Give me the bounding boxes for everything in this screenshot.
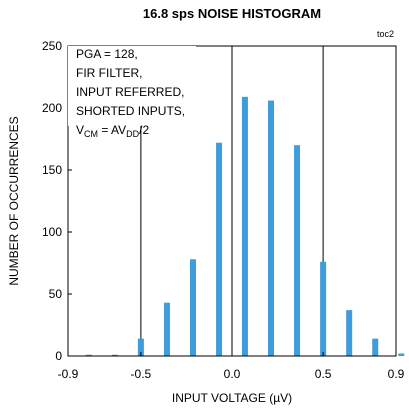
- x-tick-label: -0.5: [131, 367, 152, 381]
- annotation-vcm-line: VCM = AVDD/2: [76, 123, 149, 139]
- histogram-bar: [398, 353, 405, 356]
- vcm-sub: CM: [84, 129, 98, 139]
- histogram-bar: [294, 145, 301, 356]
- y-tick-label: 200: [42, 101, 62, 115]
- histogram-bar: [190, 259, 197, 356]
- vdd-sub: DD: [126, 129, 139, 139]
- histogram-bars: [85, 96, 405, 356]
- annotation-line-1: PGA = 128,: [76, 47, 138, 61]
- annotation-line-3: INPUT REFERRED,: [76, 85, 184, 99]
- vcm-v: V: [76, 123, 84, 137]
- annotation-line-2: FIR FILTER,: [76, 66, 142, 80]
- vcm-tail: /2: [139, 123, 149, 137]
- histogram-bar: [163, 302, 170, 356]
- x-axis-label: INPUT VOLTAGE (µV): [172, 391, 292, 405]
- y-tick-label: 50: [49, 287, 63, 301]
- histogram-bar: [372, 338, 379, 356]
- histogram-bar: [111, 354, 118, 356]
- conditions-annotation: PGA = 128, FIR FILTER, INPUT REFERRED, S…: [76, 47, 185, 139]
- x-tick-label: 0.5: [315, 367, 332, 381]
- x-tick-label: 0.0: [224, 367, 241, 381]
- y-tick-label: 100: [42, 225, 62, 239]
- chart-title: 16.8 sps NOISE HISTOGRAM: [143, 6, 321, 21]
- histogram-bar: [267, 100, 274, 356]
- vcm-eq: = AV: [98, 123, 126, 137]
- x-tick-labels: -0.9 -0.5 0.0 0.5 0.9: [58, 367, 405, 381]
- x-tick-label: 0.9: [388, 367, 405, 381]
- y-tick-labels: 0 50 100 150 200 250: [42, 39, 62, 363]
- histogram-bar: [241, 96, 248, 356]
- histogram-bar: [320, 261, 327, 356]
- figure-id-label: toc2: [377, 29, 394, 39]
- y-tick-label: 150: [42, 163, 62, 177]
- y-axis-label: NUMBER OF OCCURRENCES: [7, 116, 21, 285]
- x-tick-label: -0.9: [58, 367, 79, 381]
- histogram-bar: [216, 142, 223, 356]
- y-tick-label: 0: [55, 349, 62, 363]
- histogram-bar: [137, 338, 144, 356]
- y-tick-label: 250: [42, 39, 62, 53]
- annotation-line-4: SHORTED INPUTS,: [76, 104, 185, 118]
- annotation-mask: [68, 46, 196, 126]
- histogram-bar: [346, 310, 353, 356]
- histogram-bar: [85, 354, 92, 356]
